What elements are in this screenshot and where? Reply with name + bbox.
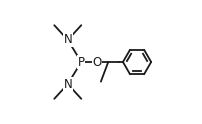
- Text: O: O: [92, 56, 101, 68]
- Text: P: P: [77, 56, 84, 68]
- Text: N: N: [63, 78, 72, 91]
- Text: N: N: [63, 33, 72, 46]
